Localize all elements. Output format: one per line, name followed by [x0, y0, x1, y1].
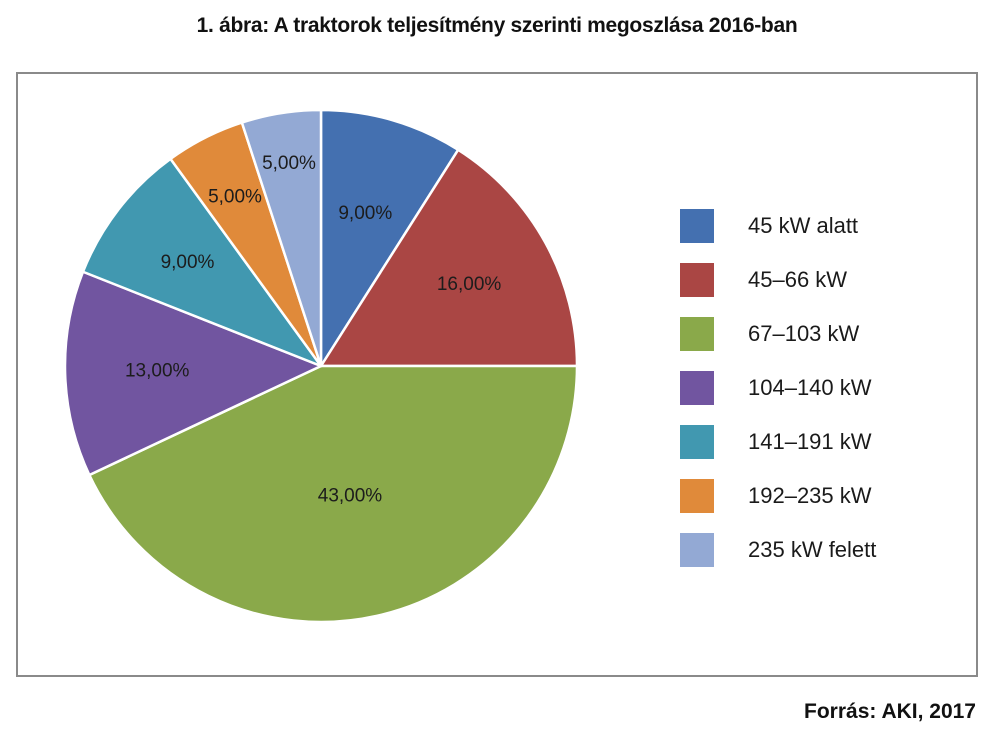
legend-label: 104–140 kW [748, 375, 872, 400]
pie-slice [88, 364, 579, 624]
source-note: Forrás: AKI, 2017 [804, 700, 976, 723]
legend-swatch [680, 533, 714, 567]
legend-item: 45 kW alatt [680, 208, 876, 244]
pie-slice [63, 270, 323, 477]
slice-data-label: 9,00% [338, 203, 392, 224]
legend-label: 45–66 kW [748, 267, 848, 292]
legend-swatch [680, 479, 714, 513]
legend-swatch [680, 371, 714, 405]
pie-slice [240, 108, 323, 368]
legend-label: 192–235 kW [748, 483, 872, 508]
legend-item: 192–235 kW [680, 478, 876, 514]
legend-item: 45–66 kW [680, 262, 876, 298]
legend-label: 67–103 kW [748, 321, 860, 346]
legend-item: 104–140 kW [680, 370, 876, 406]
slice-data-label: 5,00% [208, 187, 262, 208]
legend-swatch [680, 317, 714, 351]
chart-title: 1. ábra: A traktorok teljesítmény szerin… [196, 14, 798, 37]
legend-item: 141–191 kW [680, 424, 876, 460]
chart-frame: 9,00% 16,00% 43,00% 13,00% 9,00% 5,00% 5,00% 4… [16, 72, 978, 677]
legend-swatch [680, 425, 714, 459]
legend-label: 235 kW felett [748, 537, 877, 562]
pie-slice [81, 157, 323, 368]
pie-slice [319, 148, 579, 368]
legend-label: 141–191 kW [748, 429, 872, 454]
chart-legend: 45 kW alatt 45–66 kW 67–103 kW 104–140 k… [680, 208, 876, 586]
slice-data-label: 13,00% [125, 361, 190, 382]
slice-data-label: 9,00% [161, 252, 215, 273]
pie-chart: 9,00% 16,00% 43,00% 13,00% 9,00% 5,00%5,00% [63, 108, 579, 624]
pie-slice [319, 108, 460, 368]
legend-item: 235 kW felett [680, 532, 876, 568]
legend-swatch [680, 209, 714, 243]
slice-data-label: 5,00% [262, 153, 316, 174]
slice-data-label: 43,00% [318, 485, 383, 506]
legend-item: 67–103 kW [680, 316, 876, 352]
slice-data-label: 16,00% [437, 274, 502, 295]
legend-swatch [680, 263, 714, 297]
legend-label: 45 kW alatt [748, 213, 859, 238]
